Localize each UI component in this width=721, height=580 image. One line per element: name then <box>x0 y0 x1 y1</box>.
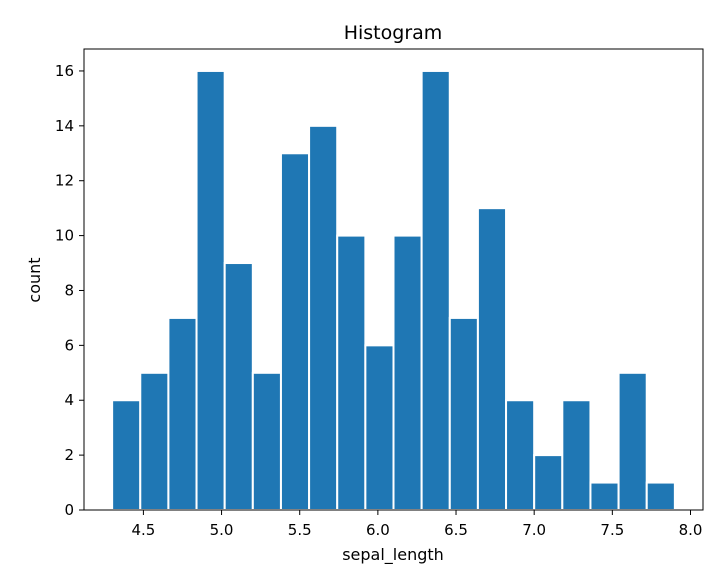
histogram-bar <box>505 399 536 511</box>
x-tick-label: 7.0 <box>522 521 546 539</box>
y-tick-label: 8 <box>64 281 74 299</box>
histogram-bar <box>617 371 648 511</box>
x-tick-label: 5.5 <box>288 521 312 539</box>
x-tick-label: 5.0 <box>210 521 234 539</box>
x-axis-label: sepal_length <box>342 545 444 565</box>
y-tick-label: 2 <box>64 446 74 464</box>
histogram-bar <box>111 399 142 511</box>
x-tick-label: 6.5 <box>444 521 468 539</box>
y-tick-label: 12 <box>55 172 74 190</box>
y-axis-ticks: 0 2 4 6 8 10 12 14 16 <box>55 62 84 519</box>
bars-group <box>111 69 676 511</box>
histogram-bar <box>645 481 676 511</box>
histogram-bar <box>448 316 479 511</box>
histogram-bar <box>223 262 254 511</box>
histogram-bar <box>476 207 508 511</box>
chart-title: Histogram <box>344 22 443 44</box>
histogram-bar <box>561 399 592 511</box>
x-tick-label: 7.5 <box>600 521 624 539</box>
histogram-bar <box>251 371 282 511</box>
y-tick-label: 16 <box>55 62 74 80</box>
y-tick-label: 6 <box>64 336 74 354</box>
histogram-bar <box>279 152 311 511</box>
histogram-bar <box>167 316 198 511</box>
y-tick-label: 4 <box>64 391 74 409</box>
plot-frame <box>83 48 704 511</box>
x-tick-label: 4.5 <box>131 521 155 539</box>
histogram-bar <box>139 371 170 511</box>
histogram-bar <box>308 124 339 511</box>
histogram-bar <box>364 344 395 511</box>
y-tick-label: 10 <box>55 227 74 245</box>
y-axis-label: count <box>25 257 44 302</box>
x-axis-ticks: 4.5 5.0 5.5 6.0 6.5 7.0 7.5 8.0 <box>131 510 702 539</box>
histogram-bar <box>589 481 620 511</box>
histogram-bar <box>420 69 451 511</box>
x-tick-label: 6.0 <box>366 521 390 539</box>
y-tick-label: 0 <box>64 501 74 519</box>
x-tick-label: 8.0 <box>679 521 703 539</box>
y-tick-label: 14 <box>55 117 74 135</box>
histogram-bar <box>336 234 367 511</box>
histogram-bar <box>195 69 226 511</box>
histogram-bar <box>533 454 564 511</box>
histogram-bar <box>392 234 423 511</box>
